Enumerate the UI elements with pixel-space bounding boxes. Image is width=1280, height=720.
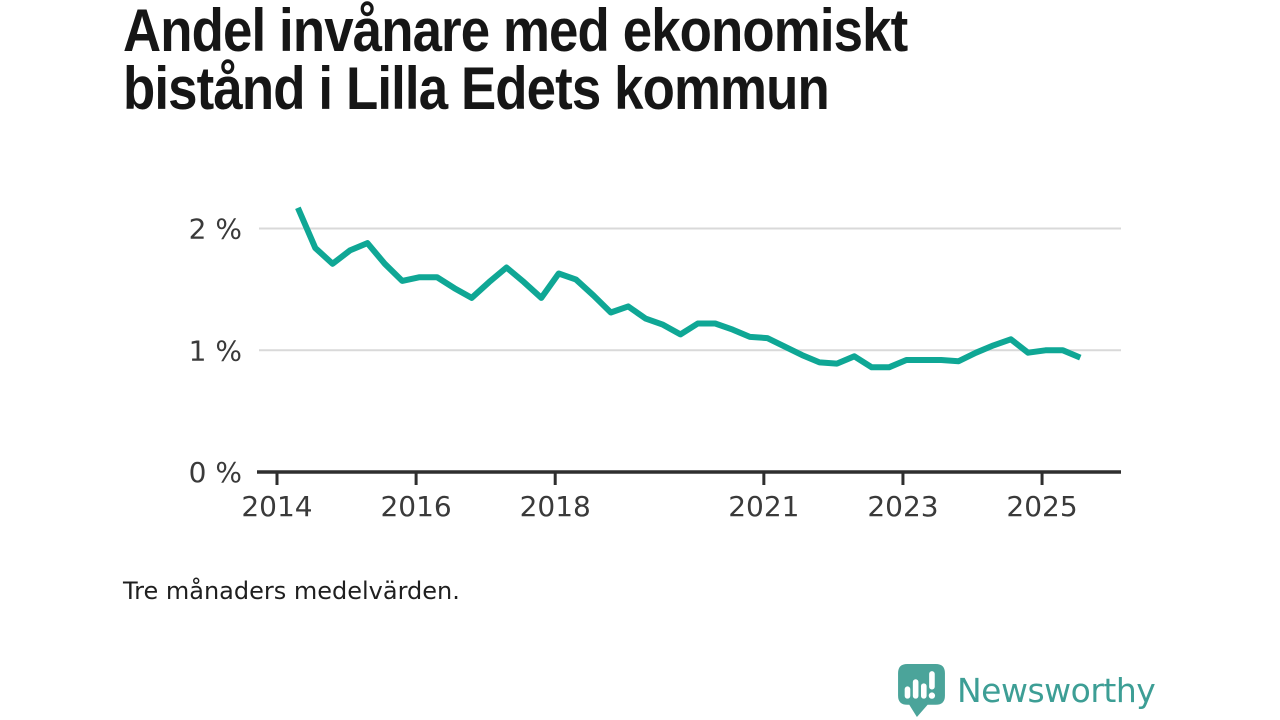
newsworthy-wordmark: Newsworthy [957, 671, 1156, 710]
series-line [295, 206, 1082, 371]
x-axis-tick-label: 2021 [728, 490, 799, 523]
y-axis-tick-label: 1 % [189, 334, 242, 367]
x-axis-tick-label: 2018 [520, 490, 591, 523]
bar-chart-speech-bubble-icon [898, 664, 945, 717]
x-axis-tick-label: 2023 [867, 490, 938, 523]
newsworthy-logo: Newsworthy [897, 664, 1156, 717]
y-axis-tick-label: 0 % [189, 456, 242, 489]
page-title-line2: bistånd i Lilla Edets kommun [123, 55, 830, 122]
page-title: Andel invånare med ekonomiskt bistånd i … [123, 0, 908, 122]
x-axis-tick-label: 2014 [241, 490, 312, 523]
x-axis-tick-label: 2025 [1006, 490, 1077, 523]
y-axis-tick-label: 2 % [189, 213, 242, 246]
chart-footnote: Tre månaders medelvärden. [123, 577, 460, 605]
page-title-line1: Andel invånare med ekonomiskt [123, 0, 908, 64]
x-axis-tick-label: 2016 [380, 490, 451, 523]
